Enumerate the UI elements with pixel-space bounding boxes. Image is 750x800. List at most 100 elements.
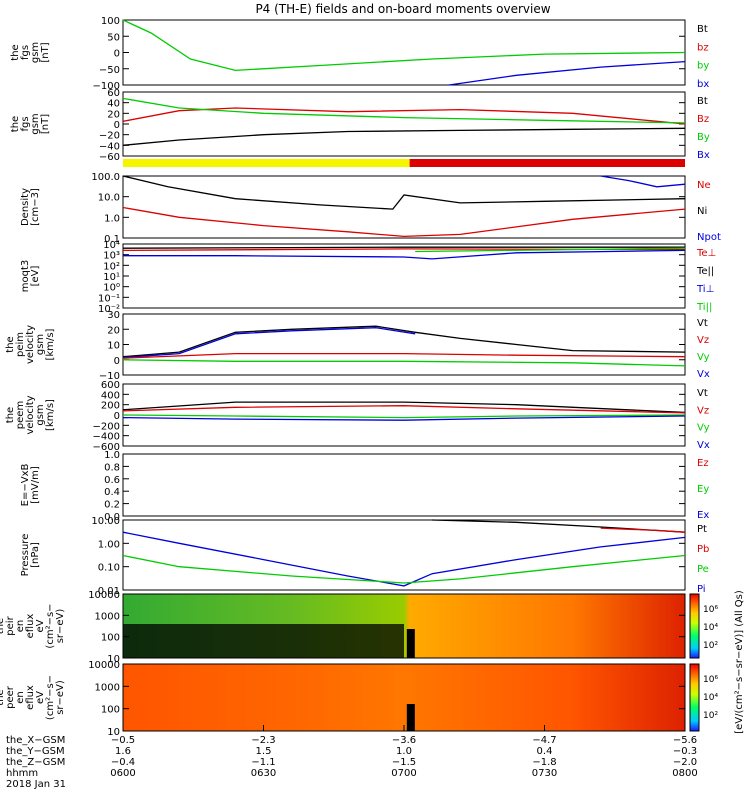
series-Vy bbox=[122, 414, 686, 419]
y-axis-label: the peer en eflux eV (cm²−s− sr−eV) bbox=[0, 675, 66, 720]
y-label-line: eflux bbox=[25, 685, 36, 710]
y-label-line: [nT] bbox=[40, 114, 51, 134]
y-label-line: gsm bbox=[30, 42, 41, 63]
y-tick-label: 200 bbox=[101, 401, 120, 412]
x-row-value: 1.6 bbox=[115, 746, 131, 757]
y-tick-label: 0.10 bbox=[98, 563, 120, 574]
y-axis-label: the peir en eflux eV (cm²−s− sr−eV) bbox=[0, 603, 66, 648]
legend-bx: bx bbox=[697, 79, 709, 90]
y-tick-label: −400 bbox=[93, 432, 120, 443]
y-tick-label: 10 bbox=[107, 654, 120, 665]
y-label-line: eV bbox=[35, 619, 46, 632]
legend-Pi: Pi bbox=[697, 584, 706, 595]
legend-Ey: Ey bbox=[697, 484, 709, 495]
y-tick-label: 40 bbox=[107, 99, 120, 110]
y-tick-label: 20 bbox=[107, 109, 120, 120]
y-label-line: E=−VxB bbox=[20, 464, 31, 507]
x-row-label: the_X−GSM bbox=[6, 735, 65, 746]
x-row-value: 0700 bbox=[391, 768, 416, 779]
legend-Vx: Vx bbox=[697, 440, 710, 451]
y-tick-label: 0 bbox=[114, 120, 120, 131]
y-tick-label: 50 bbox=[107, 32, 120, 43]
mode-segment-yellow bbox=[123, 159, 410, 167]
series-By bbox=[122, 97, 686, 124]
series-Bz bbox=[122, 107, 686, 125]
x-row-value: 0730 bbox=[532, 768, 557, 779]
panel-frame bbox=[122, 593, 686, 659]
legend-bz: bz bbox=[697, 42, 709, 53]
y-axis-label: the peem velocity gsm [km/s] bbox=[5, 395, 56, 434]
y-tick-label: 0.8 bbox=[104, 462, 120, 473]
panel-frame bbox=[122, 519, 686, 591]
colorbar-tick: 10⁶ bbox=[703, 605, 718, 615]
legend-Ez: Ez bbox=[697, 458, 709, 469]
x-row-label: hhmm bbox=[6, 768, 38, 779]
panel-frame bbox=[122, 91, 686, 157]
panel-frame bbox=[122, 313, 686, 376]
y-label-line: [nPa] bbox=[30, 542, 41, 568]
panel-fgs_gsm: 100 50 0 −50 −100 the fgs gsm [nT] Bt bz by bx bbox=[10, 16, 709, 92]
panel-density: 100.0 10.0 1.0 0.1 Density [cm−3] Ne Ni Npot bbox=[20, 172, 721, 245]
y-label-line: peer bbox=[5, 685, 16, 709]
x-row-value: −0.3 bbox=[673, 746, 697, 757]
y-tick-label: 10³ bbox=[103, 251, 120, 262]
y-tick-label: 0.6 bbox=[104, 475, 120, 486]
y-axis-label: E=−VxB [mV/m] bbox=[20, 464, 41, 507]
legend-Vy: Vy bbox=[697, 423, 710, 434]
legend-Pe: Pe bbox=[697, 564, 709, 575]
y-tick-label: 10⁻² bbox=[98, 304, 120, 315]
y-tick-label: 100 bbox=[101, 633, 120, 644]
colorbar-bar bbox=[689, 593, 700, 659]
legend-Vz: Vz bbox=[697, 335, 709, 346]
y-label-line: peir bbox=[5, 615, 16, 635]
y-tick-label: 30 bbox=[107, 310, 120, 321]
y-label-line: velocity bbox=[25, 325, 36, 364]
panel-pressure: 10.00 1.00 0.10 0.01 Pressure [nPa] Pt Pb Pe Pi bbox=[20, 516, 709, 597]
panel-frame bbox=[122, 175, 686, 239]
y-tick-label: 1000 bbox=[95, 611, 120, 622]
y-label-line: gsm bbox=[35, 404, 46, 425]
y-tick-label: 100 bbox=[101, 16, 120, 27]
y-label-line: [km/s] bbox=[45, 399, 56, 431]
y-tick-label: 100 bbox=[101, 705, 120, 716]
x-row-label: the_Z−GSM bbox=[6, 757, 65, 768]
y-tick-label: 0 bbox=[114, 356, 120, 367]
y-tick-label: −200 bbox=[93, 421, 120, 432]
series-Pb bbox=[600, 527, 686, 533]
x-row-value: −0.4 bbox=[111, 757, 135, 768]
y-label-line: sr−eV) bbox=[55, 680, 66, 715]
y-tick-label: 1.0 bbox=[104, 450, 120, 461]
x-row-value: 1.0 bbox=[396, 746, 412, 757]
series-Vt bbox=[122, 401, 686, 414]
y-tick-label: 10000 bbox=[88, 590, 120, 601]
figure-title: P4 (TH-E) fields and on-board moments ov… bbox=[255, 2, 550, 16]
y-label-line: [km/s] bbox=[45, 328, 56, 360]
x-row-value: 0600 bbox=[110, 768, 135, 779]
y-axis-label: the peim velocity gsm [km/s] bbox=[5, 325, 56, 364]
y-tick-label: 0.01 bbox=[98, 586, 120, 597]
colorbar-tick: 10² bbox=[703, 641, 718, 651]
panel-frame bbox=[122, 19, 686, 86]
series-Ni bbox=[122, 175, 686, 210]
y-axis-label: moqt3 [eV] bbox=[20, 260, 41, 293]
y-tick-label: 10.0 bbox=[98, 193, 120, 204]
y-tick-label: 10 bbox=[107, 341, 120, 352]
y-tick-label: −60 bbox=[99, 152, 120, 163]
y-tick-label: −50 bbox=[99, 65, 120, 76]
panel-frame bbox=[122, 243, 686, 309]
series-bx bbox=[448, 60, 686, 86]
colorbar-tick: 10² bbox=[703, 711, 718, 721]
series-Vz bbox=[122, 352, 686, 359]
x-row-value: 0800 bbox=[672, 768, 697, 779]
y-label-line: en bbox=[15, 620, 26, 633]
legend-Vx: Vx bbox=[697, 369, 710, 380]
x-row-value: −3.6 bbox=[392, 735, 416, 746]
y-tick-label: 0 bbox=[114, 411, 120, 422]
series-Pe bbox=[122, 554, 686, 584]
series-Vx bbox=[122, 327, 416, 359]
x-row-value: 0.4 bbox=[537, 746, 553, 757]
y-tick-label: −10 bbox=[99, 371, 120, 382]
legend-Te: Te⊥ bbox=[696, 248, 716, 259]
